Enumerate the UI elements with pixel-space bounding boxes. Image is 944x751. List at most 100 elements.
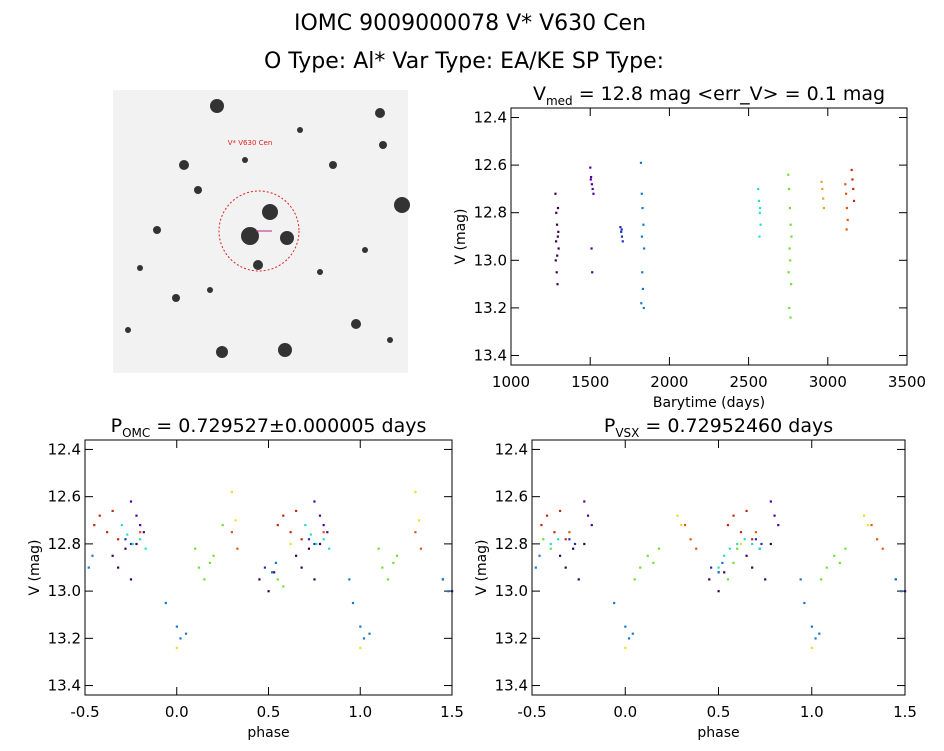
data-point (106, 531, 109, 534)
data-point (557, 538, 560, 541)
y-tick-label: 12.6 (474, 156, 507, 174)
data-point (300, 538, 303, 541)
data-point (757, 187, 760, 191)
data-point (381, 566, 384, 569)
x-tick-label: 1.0 (348, 703, 372, 721)
data-point (591, 187, 594, 191)
data-point (754, 531, 757, 534)
data-point (866, 524, 869, 527)
x-tick-label: 1.5 (440, 703, 464, 721)
y-axis-label: V (mag) (453, 208, 469, 264)
data-point (351, 601, 355, 605)
data-point (282, 514, 285, 517)
x-tick-label: 1.5 (893, 703, 917, 721)
data-point (624, 646, 627, 649)
data-point (258, 578, 261, 581)
data-point (203, 578, 206, 581)
data-point (728, 547, 731, 550)
data-point (620, 230, 623, 233)
x-tick-label: 1.0 (800, 703, 824, 721)
data-point (289, 542, 292, 546)
data-point (723, 554, 726, 557)
data-point (555, 211, 558, 214)
data-point (820, 180, 823, 183)
data-point (870, 524, 873, 527)
data-point (640, 235, 644, 238)
y-axis-label: V (mag) (27, 539, 43, 595)
data-point (556, 283, 559, 286)
data-point (554, 259, 557, 262)
data-point (322, 531, 325, 534)
data-point (769, 500, 772, 503)
data-point (619, 225, 622, 229)
data-point (144, 547, 147, 550)
data-point (845, 192, 848, 195)
x-tick-label: 1500 (571, 373, 609, 391)
plot-frame (510, 107, 908, 366)
data-point (538, 554, 541, 557)
data-point (754, 538, 757, 541)
data-point (271, 571, 274, 574)
data-point (126, 533, 129, 536)
data-point (212, 554, 215, 557)
sky-image (113, 90, 410, 373)
data-point (557, 230, 560, 233)
data-point (751, 542, 754, 546)
title-suffix: = 12.8 mag <err_V> = 0.1 mag (573, 83, 885, 105)
data-point (583, 542, 586, 546)
data-point (395, 554, 399, 557)
data-point (586, 514, 590, 517)
data-point (850, 168, 853, 172)
data-point (348, 578, 351, 581)
data-point (542, 538, 545, 541)
chart-title: Vmed = 12.8 mag <err_V> = 0.1 mag (533, 83, 885, 108)
data-point (639, 566, 642, 569)
title-subscript: med (546, 94, 573, 108)
data-point (392, 561, 395, 564)
data-point (564, 538, 567, 541)
data-point (639, 161, 643, 164)
x-axis-label: phase (697, 725, 739, 741)
data-point (276, 524, 279, 527)
data-point (633, 578, 636, 581)
x-axis-label: Barytime (days) (653, 395, 765, 411)
data-point (845, 228, 848, 231)
x-tick-label: -0.5 (517, 703, 546, 721)
x-tick-label: 0.0 (613, 703, 637, 721)
data-point (825, 566, 828, 569)
data-point (175, 646, 178, 649)
data-point (309, 533, 312, 536)
data-point (164, 601, 167, 605)
data-point (764, 578, 767, 581)
data-point (313, 542, 316, 546)
data-point (267, 590, 270, 593)
data-point (549, 542, 552, 546)
data-point (129, 542, 133, 546)
data-point (307, 547, 311, 550)
data-point (555, 223, 559, 226)
data-point (93, 524, 96, 527)
data-point (844, 183, 847, 186)
data-point (758, 235, 761, 238)
data-point (554, 192, 557, 195)
data-point (318, 542, 322, 546)
data-point (451, 590, 454, 593)
data-point (676, 514, 679, 517)
data-point (307, 538, 311, 541)
data-point (98, 514, 101, 517)
data-point (139, 531, 142, 534)
data-point (640, 192, 643, 195)
y-axis-label: V (mag) (474, 539, 490, 595)
data-point (881, 547, 884, 550)
data-point (590, 183, 593, 186)
image-label: V* V630 Cen (228, 139, 273, 147)
data-point (282, 585, 285, 588)
data-point (789, 316, 792, 319)
data-point (620, 228, 623, 231)
data-point (745, 509, 748, 513)
data-point (549, 547, 552, 550)
data-point (564, 566, 567, 569)
data-point (760, 542, 763, 546)
data-point (732, 514, 735, 517)
data-point (447, 590, 450, 593)
